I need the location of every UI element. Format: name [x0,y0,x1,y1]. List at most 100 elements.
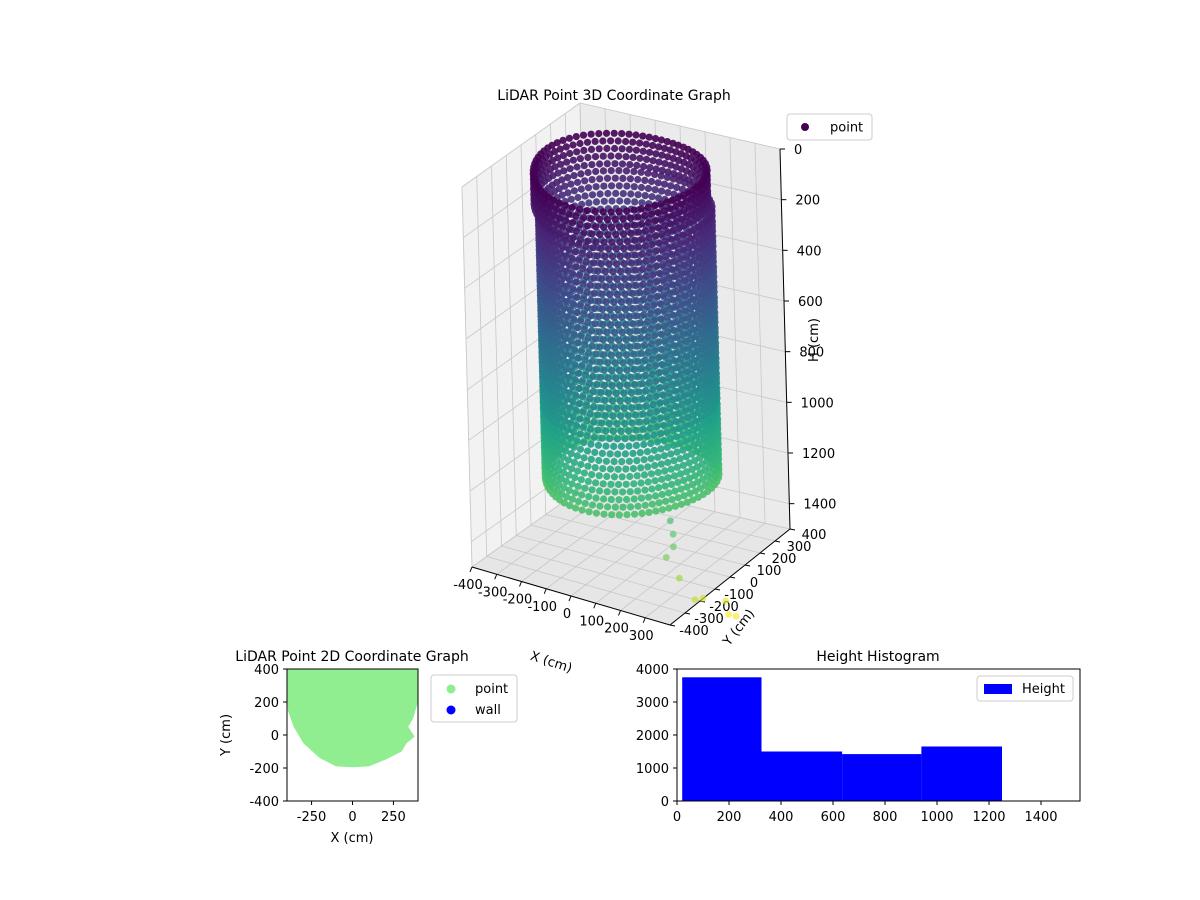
point-marker [578,249,586,257]
plot-2d-ticks: -250 0 250 -400 -200 0 200 400 [249,663,405,825]
point-marker [680,392,689,400]
point-marker [683,483,691,491]
point-marker [655,499,663,507]
point-marker [610,442,618,450]
point-marker [585,379,593,387]
z-tick-label: 600 [798,295,823,310]
point-marker [553,220,561,228]
point-marker [662,382,670,391]
point-marker [608,366,616,374]
histogram-legend: Height [976,675,1074,702]
point-marker [584,319,592,327]
point-marker [665,374,673,382]
point-marker [631,251,639,259]
point-marker [603,216,612,224]
point-marker [645,394,654,402]
point-marker [629,305,637,313]
point-marker [616,382,624,390]
histogram-bar [842,754,922,801]
point-marker [638,395,647,403]
point-marker [570,428,578,436]
point-marker [607,208,615,216]
point-marker [645,379,653,387]
point-marker [679,461,687,469]
point-marker [664,344,672,352]
y-tick-label: 0 [661,795,669,810]
point-marker [633,327,641,335]
x-tick-label: -300 [478,585,508,600]
point-marker [608,238,616,246]
point-marker [578,393,587,401]
point-marker [604,503,612,511]
point-marker [579,408,587,416]
point-marker [637,334,645,342]
y-tick [714,588,721,591]
point-marker [576,205,584,213]
point-marker [600,351,608,359]
point-marker [615,480,623,489]
point-marker [566,306,575,314]
point-marker [660,306,668,315]
point-marker [684,313,692,321]
point-marker [608,397,617,405]
point-marker [636,154,644,162]
point-marker [671,502,679,510]
point-marker [646,279,654,287]
point-marker [597,244,605,253]
point-marker [577,347,585,355]
point-marker [648,177,656,186]
point-marker [661,367,670,375]
point-marker [657,330,665,338]
point-marker [671,272,680,280]
point-marker [564,441,572,449]
point-marker [666,320,675,328]
point-marker [687,335,696,343]
x-tick-label: 1400 [1024,810,1057,825]
point-marker [588,357,597,365]
point-marker [614,321,622,329]
point-marker [674,264,682,272]
point-marker [588,161,596,169]
point-marker [610,313,618,321]
point-marker [547,202,555,210]
point-marker [629,434,637,442]
point-marker [671,372,679,380]
point-marker [685,229,693,237]
histogram: Height Histogram 0 200 400 600 800 1000 1200 14… [636,649,1081,825]
outlier-point [722,597,730,605]
point-marker [642,272,650,280]
point-marker [596,175,604,183]
point-marker [601,267,609,276]
point-marker [666,146,674,154]
point-marker [639,296,648,304]
point-marker [566,149,574,158]
y-tick-label: 1000 [636,762,669,777]
y-tick-label: 100 [757,564,782,579]
plot-3d-zlabel: H (cm) [807,318,822,362]
point-marker [559,258,567,266]
point-marker [575,497,583,506]
point-marker [683,398,692,406]
point-marker [590,274,598,282]
point-marker [565,261,573,269]
point-marker [631,510,639,518]
y-tick-label: 400 [254,663,279,678]
point-marker [605,419,613,428]
point-marker [581,371,590,379]
point-marker [596,502,604,510]
point-marker [593,396,601,404]
point-marker [630,206,638,214]
point-marker [663,298,671,306]
point-marker [572,293,581,301]
point-marker [582,386,590,394]
point-marker [614,450,622,458]
point-marker [623,182,631,190]
grid-line [729,137,741,518]
point-marker [607,152,615,160]
point-marker [644,184,653,193]
point-marker [625,427,633,435]
point-marker [686,405,695,413]
point-marker [622,480,630,488]
point-marker [620,244,628,253]
point-marker [648,240,656,248]
